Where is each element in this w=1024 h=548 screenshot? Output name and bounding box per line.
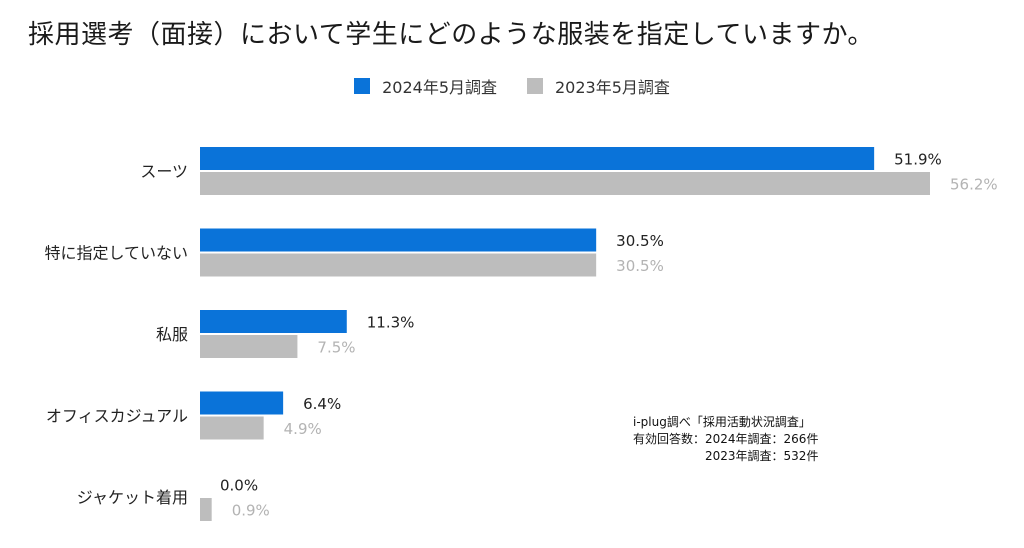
source-note-line2: 有効回答数：2024年調査：266件 — [633, 432, 819, 446]
data-label-2023: 4.9% — [284, 420, 322, 438]
source-note-line3: 2023年調査：532件 — [633, 449, 819, 463]
data-label-2023: 0.9% — [232, 502, 270, 520]
legend-item-2023: 2023年5月調査 — [527, 74, 670, 98]
bar-2024 — [200, 391, 284, 415]
legend-label-2023: 2023年5月調査 — [555, 78, 670, 97]
data-label-2024: 0.0% — [220, 477, 258, 495]
data-label-2023: 30.5% — [616, 257, 664, 275]
data-label-2023: 7.5% — [317, 339, 355, 357]
legend-swatch-2024 — [354, 78, 371, 94]
category-label: ジャケット着用 — [77, 488, 188, 507]
data-label-2024: 51.9% — [894, 151, 942, 169]
bar-2023 — [200, 416, 264, 440]
bar-2023 — [200, 335, 298, 358]
bar-2024 — [200, 228, 597, 252]
source-note: i-plug調べ「採用活動状況調査」 有効回答数：2024年調査：266件 20… — [633, 414, 818, 465]
category-label: 私服 — [156, 325, 188, 344]
legend-label-2024: 2024年5月調査 — [382, 78, 497, 97]
data-label-2023: 56.2% — [950, 176, 998, 194]
source-note-line1: i-plug調べ「採用活動状況調査」 — [633, 415, 811, 429]
legend: 2024年5月調査 2023年5月調査 — [0, 74, 1024, 98]
legend-swatch-2023 — [527, 78, 543, 94]
data-label-2024: 6.4% — [303, 395, 341, 413]
bar-2023 — [200, 253, 597, 277]
category-label: スーツ — [140, 162, 188, 181]
data-label-2024: 30.5% — [616, 232, 664, 250]
chart-title: 採用選考（面接）において学生にどのような服装を指定していますか。 — [28, 20, 874, 50]
data-label-2024: 11.3% — [367, 314, 415, 332]
category-label: 特に指定していない — [44, 244, 188, 263]
bar-2024 — [200, 310, 347, 333]
bar-2024 — [200, 147, 875, 170]
category-label: オフィスカジュアル — [46, 407, 188, 426]
bar-2023 — [200, 498, 212, 521]
bar-2023 — [200, 172, 930, 195]
legend-item-2024: 2024年5月調査 — [354, 74, 497, 98]
